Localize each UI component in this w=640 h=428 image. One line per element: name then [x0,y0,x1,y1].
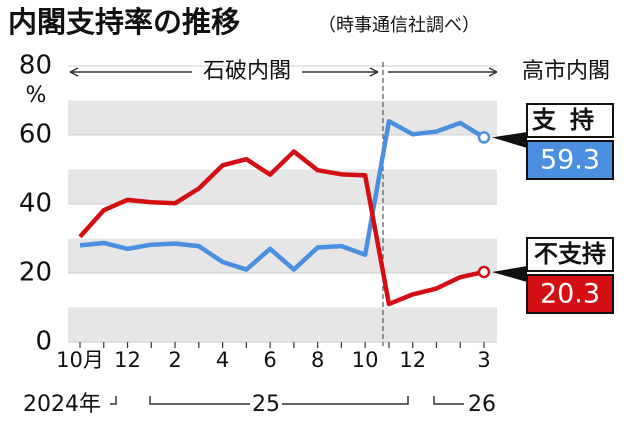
era-label: 石破内閣 [203,59,291,84]
y-tick-label: 0 [35,327,52,357]
y-tick-label: 60 [19,120,52,150]
value-label: 20.3 [540,279,600,310]
year-label: 26 [468,392,496,417]
y-tick-label: 80 [19,51,52,81]
x-tick-label: 10 [352,348,379,372]
x-tick-label: 12 [114,348,141,372]
value-label: 59.3 [540,145,600,176]
plot-area [68,65,497,343]
callout-pointer [492,132,527,148]
end-marker [477,265,491,279]
line-series [78,149,485,307]
year-label: 2024年 [23,392,101,417]
era-arrows [69,67,498,77]
era-label: 高市内閣 [522,59,610,84]
value-box [526,274,614,314]
legend-box [526,237,614,272]
grid-band [68,307,497,342]
grid-band [68,100,497,135]
callout-pointer [492,266,527,282]
legend-box [526,103,614,138]
y-tick-label: 40 [19,189,52,219]
grid-band [68,238,497,273]
x-tick-label: 2 [168,348,181,372]
y-unit: % [26,83,47,108]
year-label: 25 [252,392,280,417]
value-box [526,140,614,180]
x-tick-label: 6 [263,348,276,372]
year-brackets [110,396,464,405]
grid-band [68,169,497,204]
end-marker [477,131,491,144]
legend-label: 不支持 [534,240,606,268]
x-tick-label: 3 [477,348,490,372]
chart-title: 内閣支持率の推移 [8,5,240,39]
line-series [79,118,486,272]
y-tick-label: 20 [19,258,52,288]
x-tick-label: 10月 [56,348,104,372]
x-tick-label: 12 [399,348,426,372]
legend-label: 支持 [532,106,608,134]
x-tick-label: 8 [311,348,324,372]
chart-subtitle: （時事通信社調べ） [318,15,480,36]
x-tick-label: 4 [216,348,229,372]
